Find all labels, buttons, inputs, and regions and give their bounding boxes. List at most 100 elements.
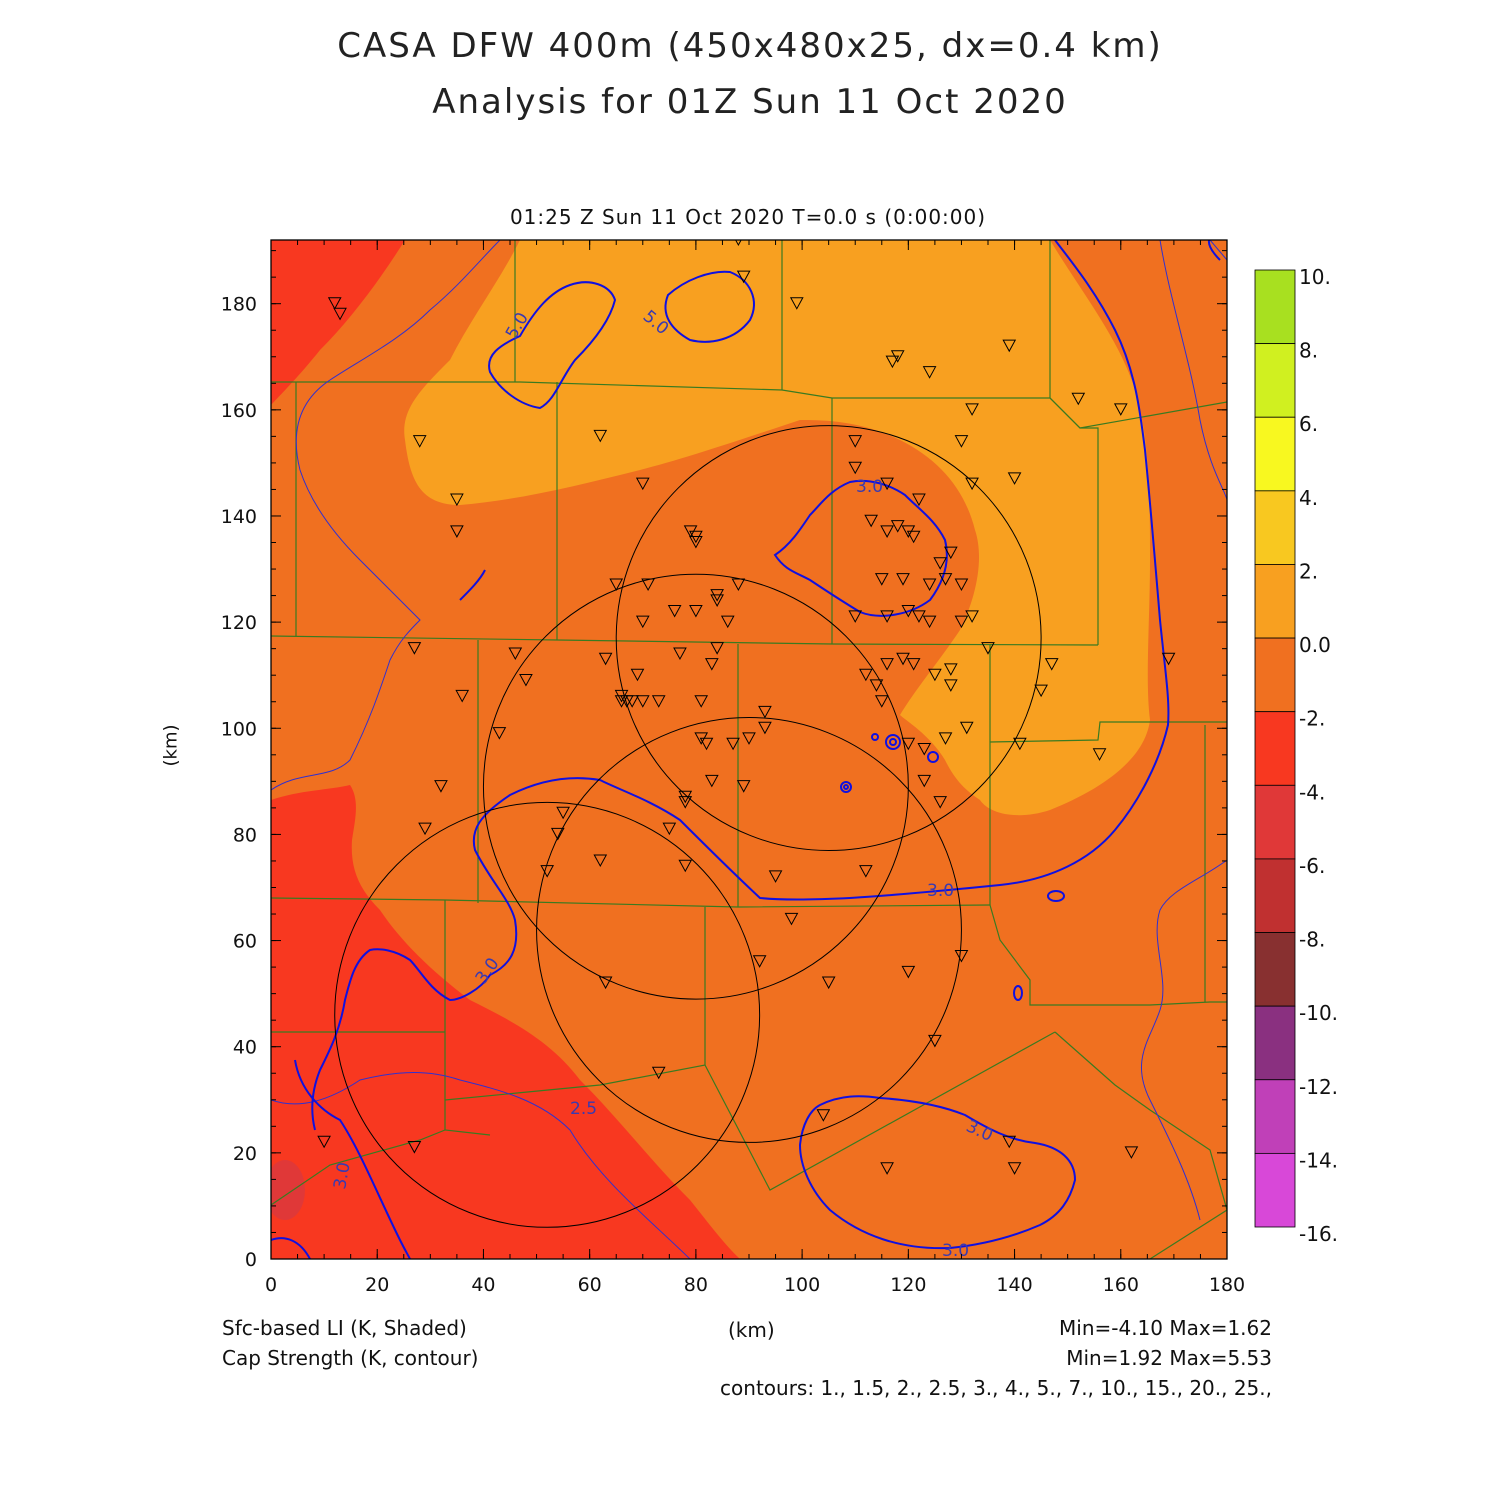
station-marker bbox=[789, 297, 804, 310]
station-marker bbox=[651, 695, 666, 708]
y-tick-label: 100 bbox=[221, 718, 257, 740]
li-shade-m6-m4 bbox=[271, 1160, 305, 1220]
station-marker bbox=[965, 477, 979, 491]
station-marker bbox=[848, 610, 863, 623]
station-marker bbox=[450, 525, 464, 538]
map-title: CASA DFW 400m (450x480x25, dx=0.4 km) bbox=[337, 26, 1163, 66]
colorbar-swatch bbox=[1254, 490, 1296, 565]
colorbar-label: -14. bbox=[1299, 1148, 1338, 1172]
range-ring bbox=[536, 717, 962, 1143]
station-marker bbox=[683, 525, 698, 538]
station-marker bbox=[933, 796, 948, 809]
station-marker bbox=[1161, 652, 1176, 666]
shaded-field-stats: Min=-4.10 Max=1.62 bbox=[1059, 1316, 1272, 1340]
station-marker bbox=[678, 859, 693, 873]
station-marker bbox=[922, 366, 937, 379]
station-marker bbox=[699, 737, 714, 751]
station-marker bbox=[614, 689, 629, 703]
station-marker bbox=[673, 647, 687, 661]
station-marker bbox=[901, 605, 916, 618]
station-marker bbox=[758, 721, 772, 735]
x-tick-label: 0 bbox=[265, 1274, 277, 1296]
station-marker bbox=[694, 695, 709, 708]
station-marker bbox=[869, 679, 884, 692]
contour-label: 3.0 bbox=[927, 881, 954, 901]
station-marker bbox=[593, 429, 608, 443]
station-marker bbox=[508, 647, 523, 661]
station-marker bbox=[880, 1162, 894, 1175]
station-marker bbox=[943, 663, 958, 676]
station-marker bbox=[859, 668, 873, 682]
station-marker bbox=[752, 955, 767, 968]
station-marker bbox=[922, 578, 937, 592]
station-marker bbox=[635, 615, 650, 629]
station-marker bbox=[885, 355, 900, 369]
colorbar-swatch bbox=[1254, 564, 1296, 639]
station-marker bbox=[598, 652, 613, 666]
station-marker bbox=[550, 827, 565, 841]
station-marker bbox=[678, 796, 693, 809]
station-marker bbox=[1092, 748, 1107, 761]
colorbar-label: -6. bbox=[1299, 854, 1325, 878]
station-marker bbox=[720, 615, 735, 629]
station-marker bbox=[874, 573, 889, 586]
x-tick-label: 140 bbox=[996, 1274, 1032, 1296]
li-shade-m4-m2-south bbox=[271, 785, 740, 1259]
station-marker bbox=[859, 865, 873, 878]
y-tick-label: 160 bbox=[221, 400, 257, 422]
station-marker bbox=[1002, 339, 1017, 353]
station-marker bbox=[641, 578, 655, 592]
station-marker bbox=[678, 790, 693, 804]
station-marker bbox=[912, 610, 926, 623]
colorbar-label: 0.0 bbox=[1299, 633, 1331, 657]
station-marker bbox=[593, 854, 608, 867]
colorbar-label: 10. bbox=[1299, 265, 1331, 289]
contour-label: 3.0 bbox=[942, 1241, 969, 1261]
x-tick-label: 80 bbox=[684, 1274, 708, 1296]
colorbar-swatch bbox=[1254, 932, 1296, 1007]
station-marker bbox=[704, 658, 719, 671]
x-axis-tick-labels: 0 20 40 60 80 100 120 140 160 180 bbox=[265, 1274, 1245, 1296]
station-marker bbox=[1007, 1162, 1022, 1175]
station-marker bbox=[954, 615, 969, 629]
y-tick-label: 60 bbox=[233, 931, 257, 953]
station-marker bbox=[407, 642, 422, 655]
station-marker bbox=[821, 976, 836, 990]
valid-time-subtitle: 01:25 Z Sun 11 Oct 2020 T=0.0 s (0:00:00… bbox=[509, 205, 987, 229]
station-marker bbox=[906, 658, 921, 671]
x-tick-label: 40 bbox=[471, 1274, 495, 1296]
colorbar-swatch bbox=[1254, 269, 1296, 345]
colorbar-label: -4. bbox=[1299, 780, 1325, 804]
station-marker bbox=[519, 674, 533, 687]
station-marker bbox=[784, 912, 799, 926]
station-marker bbox=[880, 658, 894, 671]
station-marker bbox=[736, 270, 751, 284]
axis-ticks bbox=[270, 240, 1228, 1260]
station-marker bbox=[412, 435, 427, 448]
contour-field-stats: Min=1.92 Max=5.53 bbox=[1066, 1346, 1272, 1370]
colorbar-label: 6. bbox=[1299, 412, 1318, 436]
station-marker bbox=[736, 780, 751, 793]
station-marker bbox=[901, 737, 916, 751]
station-marker bbox=[938, 732, 953, 745]
station-marker bbox=[938, 573, 953, 586]
colorbar-label: -12. bbox=[1299, 1075, 1338, 1099]
station-marker bbox=[327, 297, 342, 310]
colorbar-swatch bbox=[1254, 416, 1296, 492]
colorbar-label: -2. bbox=[1299, 707, 1325, 731]
station-marker bbox=[651, 1066, 666, 1080]
station-marker bbox=[906, 530, 921, 544]
station-marker bbox=[635, 477, 650, 491]
station-marker bbox=[625, 695, 639, 708]
station-marker bbox=[710, 642, 724, 655]
y-tick-label: 40 bbox=[233, 1037, 257, 1059]
cap-strength-contours bbox=[271, 240, 1227, 1259]
station-marker bbox=[1113, 403, 1128, 416]
colorbar-swatch bbox=[1254, 637, 1296, 713]
y-axis-tick-labels: 0 20 40 60 80 100 120 140 160 180 bbox=[221, 294, 257, 1271]
x-tick-label: 60 bbox=[578, 1274, 602, 1296]
x-tick-label: 120 bbox=[890, 1274, 926, 1296]
station-marker bbox=[816, 1109, 831, 1122]
map-analysis-time: Analysis for 01Z Sun 11 Oct 2020 bbox=[432, 82, 1068, 122]
y-tick-label: 0 bbox=[245, 1249, 257, 1271]
